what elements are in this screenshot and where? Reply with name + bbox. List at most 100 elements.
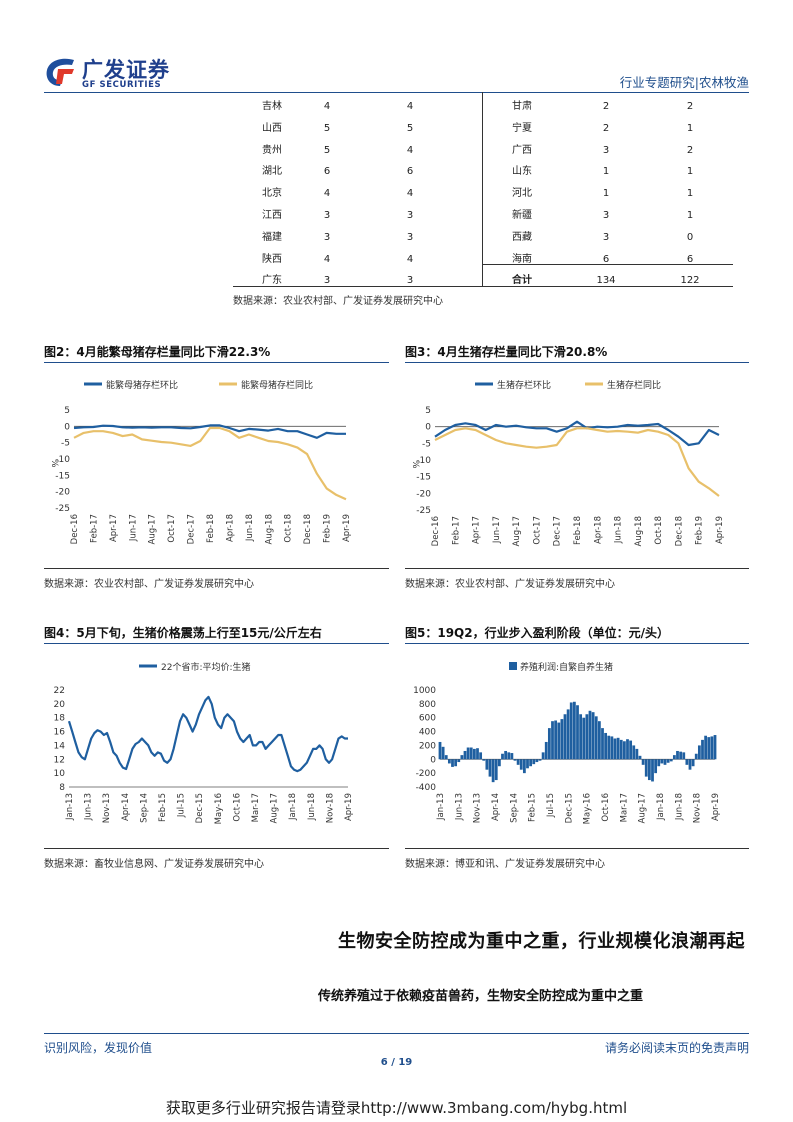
x-tick-label: Jun-18 <box>614 516 624 544</box>
area-bar <box>710 736 714 760</box>
area-bar <box>676 750 679 760</box>
area-bar <box>619 739 623 760</box>
table-cell-value: 4 <box>323 253 331 265</box>
table-cell-region: 新疆 <box>512 210 532 221</box>
y-tick-label: 1000 <box>413 686 436 696</box>
table-cell-region: 贵州 <box>262 144 282 156</box>
table-cell-region: 湖北 <box>262 166 282 178</box>
area-bar <box>651 759 654 782</box>
area-bar <box>572 701 576 760</box>
area-bar <box>510 753 514 760</box>
fig4-title: 图4：5月下旬，生猪价格震荡上行至15元/公斤左右 <box>44 626 322 640</box>
x-tick-label: Dec-16 <box>431 516 441 546</box>
series-line <box>434 427 720 497</box>
x-tick-label: Apr-19 <box>715 516 725 544</box>
fig5-bottom-rule <box>405 848 749 849</box>
table-bottom-border <box>233 286 733 287</box>
table-divider <box>482 92 483 286</box>
legend-label: 养殖利润:自繁自养生猪 <box>520 661 613 673</box>
x-tick-label: Apr-14 <box>121 793 131 821</box>
y-tick-label: 5 <box>64 406 70 416</box>
y-tick-label: -10 <box>416 456 431 466</box>
x-tick-label: Feb-18 <box>206 514 216 543</box>
area-bar <box>476 748 479 760</box>
x-tick-label: Feb-18 <box>573 516 583 545</box>
x-tick-label: Apr-17 <box>109 514 119 542</box>
x-tick-label: Oct-17 <box>167 514 177 543</box>
table-cell-value: 4 <box>406 144 414 156</box>
area-bar <box>597 721 601 760</box>
table-cell-value: 3 <box>602 231 610 243</box>
area-bar <box>547 728 551 760</box>
table-cell-region: 江西 <box>262 210 282 221</box>
promo-link[interactable]: 获取更多行业研究报告请登录http://www.3mbang.com/hybg.… <box>165 1099 628 1117</box>
table-cell-value: 2 <box>686 101 694 112</box>
y-tick-label: 200 <box>419 741 436 751</box>
x-tick-label: Apr-18 <box>225 514 235 542</box>
table-cell-value: 134 <box>596 275 616 287</box>
area-bar <box>438 741 442 760</box>
area-bar <box>629 740 633 760</box>
y-tick-label: -5 <box>61 439 70 449</box>
area-bar <box>479 752 483 760</box>
x-tick-label: Aug-18 <box>634 516 644 546</box>
area-bar <box>688 759 692 770</box>
table-cell-region: 福建 <box>262 231 282 243</box>
table-cell-region: 广西 <box>512 144 532 156</box>
area-bar <box>529 759 533 767</box>
table-cell-region: 山西 <box>262 122 282 134</box>
table-cell-value: 122 <box>680 275 700 287</box>
area-bar <box>557 722 561 760</box>
x-tick-label: Jun-13 <box>84 793 94 821</box>
x-tick-label: Apr-14 <box>491 793 501 821</box>
table-cell-region: 西藏 <box>512 231 532 243</box>
table-cell-region: 宁夏 <box>512 122 532 134</box>
table-cell-value: 6 <box>686 253 694 265</box>
area-bar <box>541 752 545 760</box>
table-cell-value: 3 <box>602 144 610 156</box>
area-bar <box>494 759 498 781</box>
area-bar <box>526 759 529 769</box>
area-bar <box>682 752 686 760</box>
area-bar <box>472 748 476 760</box>
legend-label: 生猪存栏环比 <box>497 379 551 391</box>
area-bar <box>610 736 614 760</box>
x-tick-label: Nov-18 <box>693 793 703 823</box>
x-tick-label: Feb-15 <box>528 793 538 822</box>
fig4-source: 数据来源：畜牧业信息网、广发证券发展研究中心 <box>44 859 264 870</box>
table-cell-value: 3 <box>406 231 414 243</box>
area-bar <box>447 759 451 764</box>
area-bar <box>672 755 676 760</box>
x-tick-label: May-16 <box>214 793 224 824</box>
section-heading: 生物安全防控成为重中之重，行业规模化浪潮再起 <box>338 931 745 952</box>
x-tick-label: Feb-19 <box>695 516 705 545</box>
x-tick-label: Dec-18 <box>303 514 313 544</box>
x-tick-label: Apr-19 <box>711 793 721 821</box>
x-tick-label: Aug-17 <box>512 516 522 546</box>
fig2-chart: 能繁母猪存栏环比 能繁母猪存栏同比 5 0 -5 -10 -15 -20 -25% Dec-16 F… <box>49 379 352 544</box>
area-bar <box>701 739 704 760</box>
x-tick-label: Dec-17 <box>553 516 563 546</box>
y-tick-label: 0 <box>425 423 431 433</box>
table-cell-region: 甘肃 <box>512 101 532 112</box>
y-tick-label: -5 <box>422 439 431 449</box>
x-tick-label: Feb-15 <box>158 793 168 822</box>
series-line <box>73 424 346 439</box>
area-bar <box>460 755 464 760</box>
area-bar <box>463 750 467 760</box>
area-bar <box>694 753 698 760</box>
series-line <box>73 426 347 501</box>
table-cell-value: 4 <box>406 188 414 200</box>
y-tick-label: 5 <box>425 406 431 416</box>
x-tick-label: Aug-18 <box>264 514 274 544</box>
x-tick-label: Apr-19 <box>344 793 354 821</box>
area-bar <box>588 710 592 760</box>
x-tick-label: Mar-17 <box>251 793 261 822</box>
area-bar <box>713 735 717 760</box>
fig3-bottom-rule <box>405 568 749 569</box>
area-bar <box>516 759 520 765</box>
y-tick-label: 18 <box>54 714 66 724</box>
x-tick-label: Jan-18 <box>288 793 298 821</box>
footer-disclaimer: 请务必阅读末页的免责声明 <box>604 1041 749 1055</box>
area-bar <box>644 759 648 777</box>
